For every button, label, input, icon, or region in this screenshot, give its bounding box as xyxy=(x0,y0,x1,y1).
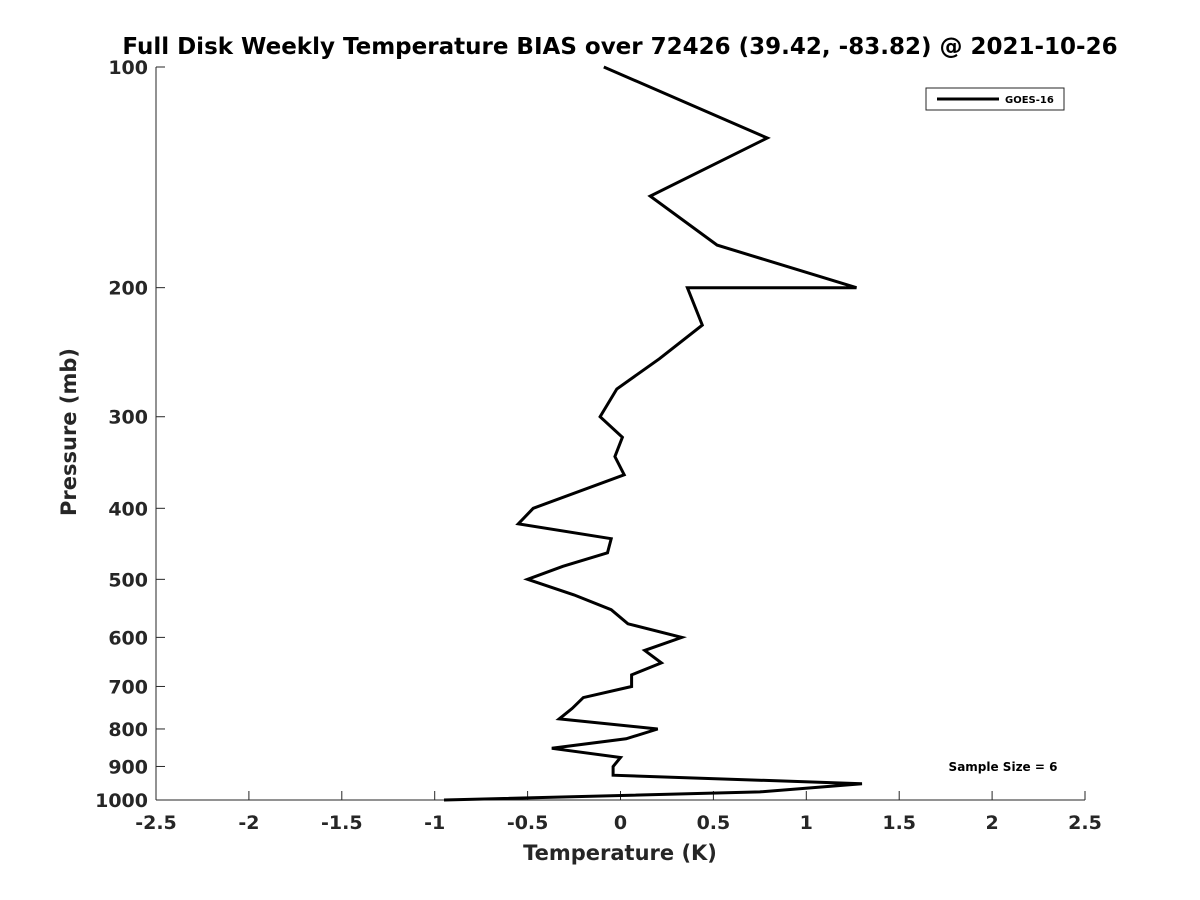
x-tick-label: -2.5 xyxy=(135,812,177,834)
y-tick-label: 100 xyxy=(108,57,148,79)
x-tick-label: 0 xyxy=(614,812,627,834)
chart-title: Full Disk Weekly Temperature BIAS over 7… xyxy=(122,34,1117,60)
series-line-goes-16 xyxy=(443,65,863,802)
series-layer xyxy=(443,65,863,802)
y-tick-label: 600 xyxy=(108,627,148,649)
y-tick-label: 400 xyxy=(108,498,148,520)
y-tick-label: 1000 xyxy=(95,790,148,812)
x-tick-label: -1.5 xyxy=(321,812,363,834)
x-tick-label: -0.5 xyxy=(507,812,549,834)
x-tick-label: 2 xyxy=(985,812,998,834)
plot-area xyxy=(156,67,1085,800)
y-tick-label: 900 xyxy=(108,756,148,778)
legend: GOES-16 xyxy=(925,87,1065,111)
y-axis-label: Pressure (mb) xyxy=(57,348,81,516)
x-axis-label: Temperature (K) xyxy=(523,841,717,865)
y-axis: 100 200 300 400 500 600 700 800 900 1000 xyxy=(95,57,165,812)
legend-label-goes-16: GOES-16 xyxy=(1005,95,1054,106)
x-tick-label: 1 xyxy=(800,812,813,834)
y-tick-label: 300 xyxy=(108,407,148,429)
y-tick-label: 500 xyxy=(108,569,148,591)
y-tick-label: 200 xyxy=(108,278,148,300)
x-tick-label: 1.5 xyxy=(882,812,916,834)
sample-size-annotation: Sample Size = 6 xyxy=(949,760,1058,774)
x-tick-label: -2 xyxy=(238,812,259,834)
x-tick-label: 0.5 xyxy=(697,812,731,834)
x-axis: -2.5 -2 -1.5 -1 -0.5 0 0.5 1 1.5 2 2.5 xyxy=(135,791,1102,834)
x-tick-label: 2.5 xyxy=(1068,812,1102,834)
y-tick-label: 800 xyxy=(108,719,148,741)
x-tick-label: -1 xyxy=(424,812,445,834)
y-tick-label: 700 xyxy=(108,676,148,698)
